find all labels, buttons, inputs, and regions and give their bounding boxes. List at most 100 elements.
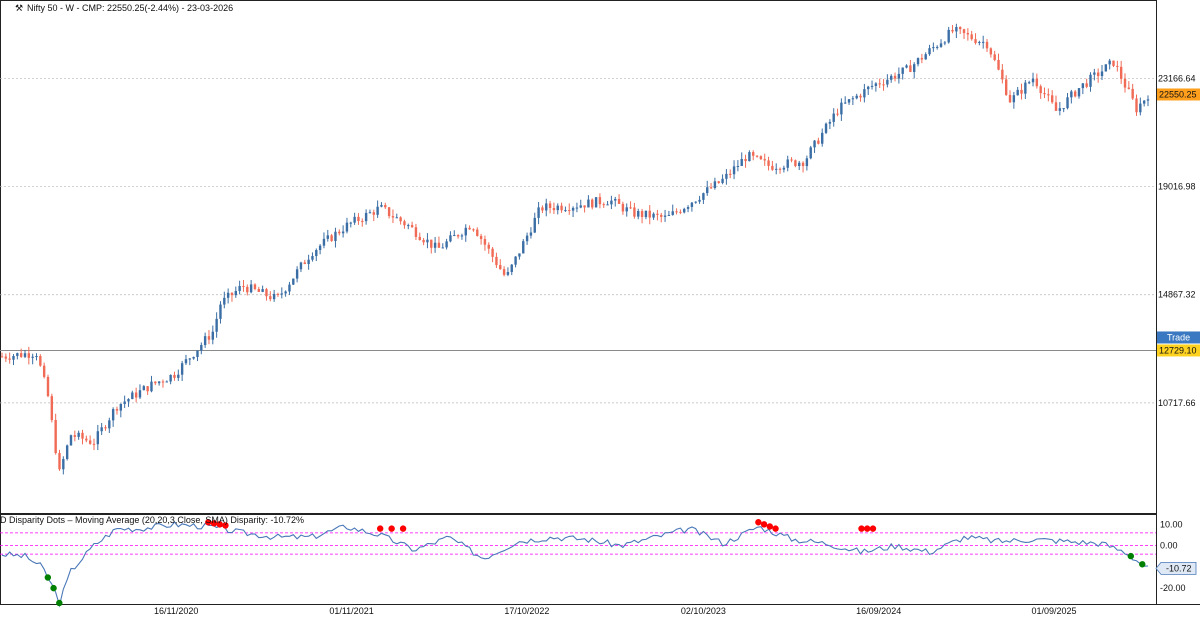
candle-body — [196, 350, 199, 358]
candle-body — [253, 284, 257, 289]
candle-body — [430, 239, 433, 248]
trade-price-label: 12729.10 — [1159, 345, 1197, 355]
candle-body — [717, 181, 720, 183]
candle-body — [522, 241, 525, 254]
candle-body — [564, 210, 567, 212]
candle-body — [19, 353, 23, 357]
candle-body — [31, 356, 34, 358]
candle-body — [261, 289, 264, 292]
candle-body — [997, 59, 1000, 70]
price-tick-label: 23166.64 — [1158, 73, 1196, 83]
candle-body — [1050, 95, 1054, 103]
candle-body — [315, 250, 318, 257]
candle-body — [491, 248, 494, 257]
candle-body — [62, 458, 65, 470]
candle-body — [16, 353, 19, 357]
candle-body — [322, 238, 326, 246]
candle-body — [338, 231, 341, 234]
price-tick-label: 10717.66 — [1158, 398, 1196, 408]
candle-body — [35, 356, 38, 358]
candle-body — [506, 272, 510, 275]
candle-body — [966, 33, 970, 35]
candle-body — [353, 216, 356, 223]
candle-body — [150, 381, 153, 392]
candle-body — [54, 420, 57, 454]
candle-body — [1096, 72, 1100, 77]
candle-body — [878, 83, 881, 85]
indicator-title: D Disparity Dots – Moving Average (20,20… — [0, 515, 304, 525]
candle-body — [583, 205, 586, 208]
candle-body — [1066, 97, 1069, 109]
candle-body — [817, 140, 820, 144]
date-tick-label: 01/09/2025 — [1032, 606, 1077, 616]
candle-body — [1035, 78, 1039, 87]
overbought-dot — [399, 525, 407, 532]
candle-body — [537, 207, 540, 218]
candle-body — [748, 152, 751, 162]
candle-body — [502, 269, 506, 275]
overbought-dot — [376, 525, 384, 532]
candle-body — [621, 203, 625, 212]
candle-body — [184, 359, 188, 364]
candlestick-series — [0, 23, 1150, 475]
disparity-line — [1, 521, 1149, 608]
chart-title: ⚒ Nifty 50 - W - CMP: 22550.25(-2.44%) - … — [15, 3, 233, 14]
candle-body — [483, 239, 487, 245]
candle-body — [495, 256, 498, 266]
candle-body — [207, 336, 211, 340]
candle-body — [1020, 89, 1023, 94]
candle-body — [249, 284, 253, 293]
candle-body — [96, 431, 100, 445]
candle-body — [433, 242, 437, 248]
candle-body — [679, 211, 682, 213]
candle-body — [246, 286, 249, 293]
candle-body — [123, 401, 126, 404]
candle-body — [115, 409, 119, 411]
candle-body — [855, 95, 858, 99]
candle-body — [1093, 72, 1096, 75]
candle-body — [479, 235, 483, 240]
candle-body — [951, 29, 954, 32]
candle-body — [648, 210, 651, 218]
candle-body — [242, 285, 245, 287]
indicator-tick-label: 0.00 — [1160, 541, 1178, 551]
candle-body — [146, 386, 149, 392]
candle-body — [449, 235, 452, 242]
price-grid — [0, 78, 1156, 404]
date-tick-label: 01/11/2021 — [329, 606, 373, 616]
candle-body — [844, 102, 847, 104]
candle-body — [1001, 69, 1004, 80]
candle-body — [1054, 102, 1058, 111]
price-tick-label: 19016.98 — [1158, 182, 1196, 192]
candle-body — [4, 356, 8, 359]
candle-body — [625, 207, 628, 212]
candle-body — [644, 210, 648, 218]
oversold-dot — [50, 584, 57, 592]
candle-body — [736, 165, 740, 167]
candle-body — [1100, 71, 1104, 77]
candle-body — [660, 214, 663, 217]
candle-body — [1119, 66, 1123, 79]
candle-body — [391, 216, 395, 218]
candle-body — [775, 168, 778, 170]
wrench-icon[interactable]: ⚒ — [15, 3, 24, 13]
candle-body — [1024, 82, 1027, 94]
candle-body — [1089, 74, 1092, 87]
candle-body — [468, 227, 471, 230]
candle-body — [108, 420, 111, 429]
candle-body — [104, 427, 107, 429]
candle-body — [223, 297, 226, 305]
candle-body — [12, 356, 15, 360]
disparity-series — [1, 521, 1149, 608]
candle-body — [330, 235, 333, 241]
candle-body — [794, 160, 797, 167]
candle-body — [579, 205, 582, 208]
candle-body — [955, 27, 958, 32]
cmp-label: 22550.25 — [1159, 89, 1197, 99]
candle-body — [46, 376, 50, 397]
candle-body — [640, 211, 644, 218]
candle-body — [1077, 88, 1081, 97]
candle-body — [909, 65, 912, 72]
candle-body — [690, 202, 694, 207]
candle-body — [1112, 60, 1115, 66]
